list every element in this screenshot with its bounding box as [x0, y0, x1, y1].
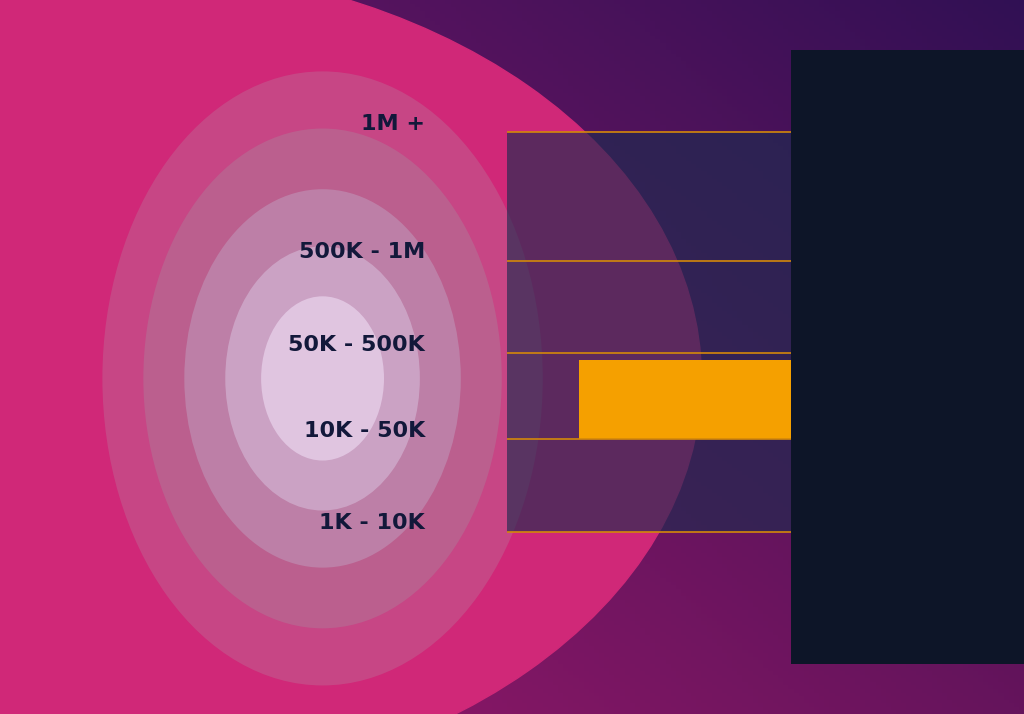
Text: 10K - 50K: 10K - 50K	[304, 421, 425, 441]
Ellipse shape	[184, 189, 461, 568]
Bar	[791, 50, 1024, 664]
Bar	[507, 261, 791, 353]
Bar	[579, 361, 791, 439]
Text: 500K - 1M: 500K - 1M	[299, 242, 425, 262]
Ellipse shape	[102, 71, 543, 685]
Ellipse shape	[225, 246, 420, 511]
Ellipse shape	[143, 129, 502, 628]
Bar	[507, 439, 791, 532]
Text: 50K - 500K: 50K - 500K	[288, 335, 425, 355]
Ellipse shape	[261, 296, 384, 461]
Bar	[507, 132, 791, 261]
Text: 1K - 10K: 1K - 10K	[319, 513, 425, 533]
Bar	[507, 353, 791, 439]
Circle shape	[0, 0, 701, 714]
Text: 1M +: 1M +	[360, 114, 425, 134]
